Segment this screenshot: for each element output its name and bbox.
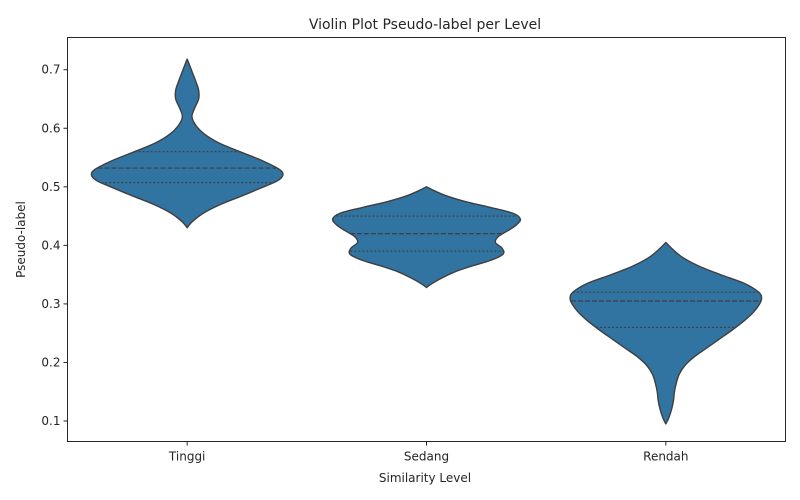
y-axis-ticks: 0.1 0.2 0.3 0.4 0.5 0.6 0.7	[41, 63, 68, 428]
x-axis-ticks: Tinggi Sedang Rendah	[168, 441, 689, 464]
violin-tinggi	[90, 58, 284, 229]
y-tick-label: 0.2	[41, 355, 60, 369]
x-tick-label-rendah: Rendah	[643, 450, 688, 464]
violin-rendah	[569, 241, 763, 425]
chart-title: Violin Plot Pseudo-label per Level	[309, 17, 541, 33]
violin-sedang	[331, 186, 522, 289]
x-tick-label-tinggi: Tinggi	[168, 450, 205, 464]
y-tick-label: 0.5	[41, 180, 60, 194]
y-tick-label: 0.3	[41, 297, 60, 311]
violins-layer	[90, 58, 763, 425]
x-axis-label: Similarity Level	[379, 471, 471, 485]
y-tick-label: 0.6	[41, 121, 60, 135]
y-tick-label: 0.7	[41, 63, 60, 77]
x-tick-label-sedang: Sedang	[404, 450, 449, 464]
plot-frame	[67, 37, 786, 442]
y-tick-label: 0.1	[41, 414, 60, 428]
y-axis-label: Pseudo-label	[14, 201, 28, 278]
y-tick-label: 0.4	[41, 238, 60, 252]
